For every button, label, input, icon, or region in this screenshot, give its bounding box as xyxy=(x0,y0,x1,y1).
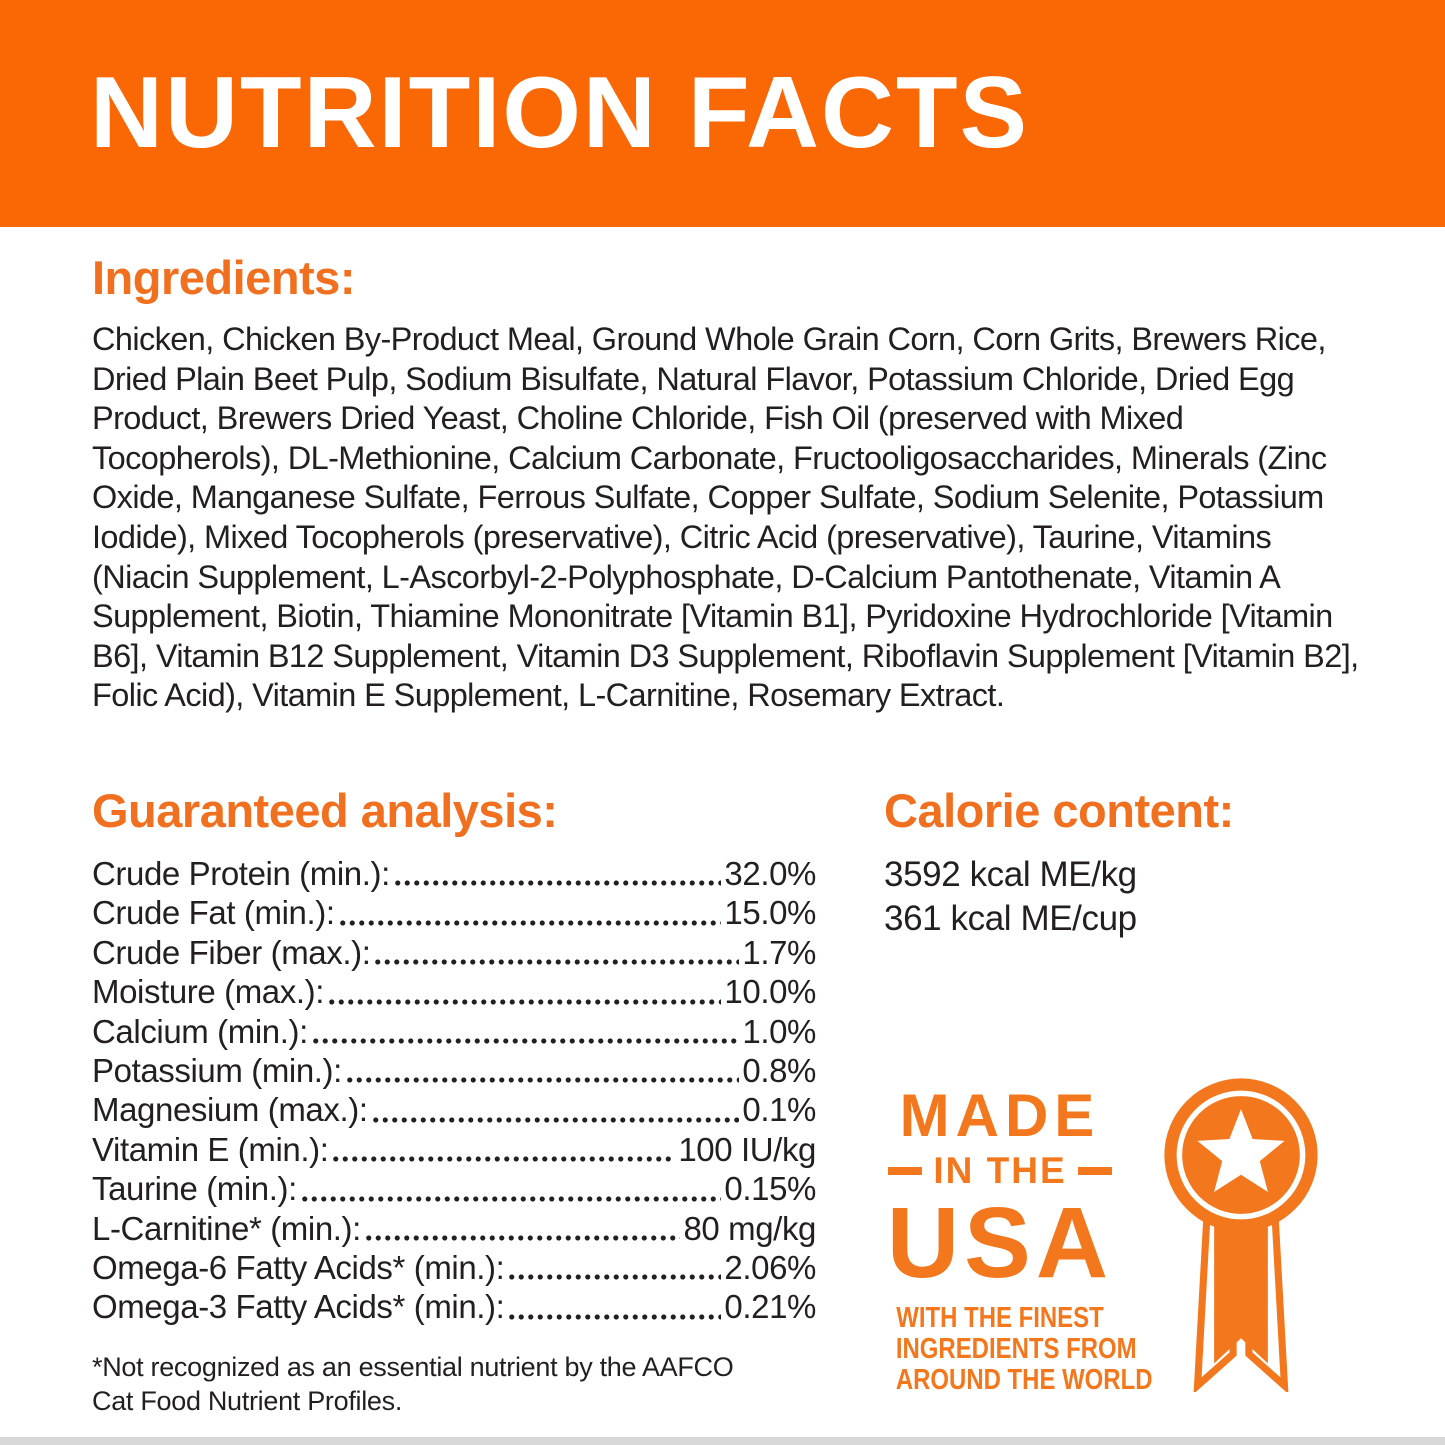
dotted-leader xyxy=(373,958,740,967)
dotted-leader xyxy=(363,1233,681,1242)
analysis-row-label: Crude Fat (min.): xyxy=(92,894,335,932)
analysis-row: Crude Protein (min.): 32.0% xyxy=(92,854,816,893)
guaranteed-analysis-heading: Guaranteed analysis: xyxy=(92,784,558,837)
badge-subcaption: WITH THE FINEST INGREDIENTS FROM AROUND … xyxy=(895,1302,1153,1396)
dotted-leader xyxy=(310,1036,740,1045)
dotted-leader xyxy=(392,879,722,888)
calorie-kcal-per-kg: 3592 kcal ME/kg xyxy=(884,855,1137,894)
page-title: NUTRITION FACTS xyxy=(90,57,1029,169)
analysis-row: Potassium (min.): 0.8% xyxy=(92,1051,816,1090)
calorie-content-values: 3592 kcal ME/kg 361 kcal ME/cup xyxy=(884,853,1137,941)
star-icon xyxy=(1197,1109,1285,1193)
badge-subcaption-line3: AROUND THE WORLD xyxy=(895,1364,1153,1396)
ribbon-center xyxy=(1214,1218,1268,1364)
analysis-row-value: 32.0% xyxy=(724,854,816,892)
analysis-row-value: 1.0% xyxy=(742,1012,816,1050)
badge-subcaption-line2: INGREDIENTS FROM xyxy=(895,1333,1137,1365)
analysis-row: Omega-3 Fatty Acids* (min.): 0.21% xyxy=(92,1287,816,1326)
dotted-leader xyxy=(337,918,722,927)
analysis-row: Vitamin E (min.): 100 IU/kg xyxy=(92,1130,816,1169)
header-banner: NUTRITION FACTS xyxy=(0,0,1445,227)
medal-ribbon-star-icon xyxy=(1164,1078,1318,1392)
badge-inthe-row: IN THE xyxy=(876,1152,1124,1189)
analysis-row-label: Potassium (min.): xyxy=(92,1051,342,1089)
analysis-row-value: 10.0% xyxy=(724,973,816,1011)
analysis-row-label: L-Carnitine* (min.): xyxy=(92,1209,361,1247)
dash-left-icon xyxy=(888,1166,923,1175)
analysis-row-value: 100 IU/kg xyxy=(678,1130,816,1168)
badge-inthe-text: IN THE xyxy=(933,1150,1067,1191)
analysis-row: Calcium (min.): 1.0% xyxy=(92,1012,816,1051)
ingredients-text: Chicken, Chicken By-Product Meal, Ground… xyxy=(92,321,1359,714)
analysis-row: Crude Fiber (max.): 1.7% xyxy=(92,933,816,972)
analysis-row-label: Crude Protein (min.): xyxy=(92,854,390,892)
analysis-row-value: 1.7% xyxy=(742,933,816,971)
analysis-row: Taurine (min.): 0.15% xyxy=(92,1169,816,1208)
dotted-leader xyxy=(344,1076,740,1085)
analysis-row-label: Omega-6 Fatty Acids* (min.): xyxy=(92,1248,505,1286)
dotted-leader xyxy=(370,1115,740,1124)
analysis-row: Omega-6 Fatty Acids* (min.): 2.06% xyxy=(92,1248,816,1287)
dotted-leader xyxy=(507,1273,722,1282)
dash-right-icon xyxy=(1077,1166,1112,1175)
analysis-row: L-Carnitine* (min.): 80 mg/kg xyxy=(92,1209,816,1248)
analysis-row-value: 2.06% xyxy=(724,1248,816,1286)
analysis-row-label: Moisture (max.): xyxy=(92,973,324,1011)
analysis-row: Magnesium (max.): 0.1% xyxy=(92,1090,816,1129)
dotted-leader xyxy=(507,1312,722,1321)
dotted-leader xyxy=(331,1155,676,1164)
aafco-footnote: *Not recognized as an essential nutrient… xyxy=(92,1352,734,1416)
analysis-row-value: 0.8% xyxy=(742,1051,816,1089)
made-in-usa-badge: MADE IN THE USA WITH THE FINEST INGREDIE… xyxy=(876,1082,1153,1396)
analysis-row-value: 80 mg/kg xyxy=(683,1209,816,1247)
calorie-kcal-per-cup: 361 kcal ME/cup xyxy=(884,899,1137,938)
analysis-row-label: Crude Fiber (max.): xyxy=(92,933,371,971)
bottom-gray-bar xyxy=(0,1437,1445,1445)
analysis-row-value: 0.15% xyxy=(724,1170,816,1208)
analysis-row-value: 15.0% xyxy=(724,894,816,932)
analysis-row-value: 0.21% xyxy=(724,1288,816,1326)
analysis-row-label: Magnesium (max.): xyxy=(92,1091,368,1129)
analysis-row-label: Taurine (min.): xyxy=(92,1170,297,1208)
analysis-row-value: 0.1% xyxy=(742,1091,816,1129)
analysis-row-label: Omega-3 Fatty Acids* (min.): xyxy=(92,1288,505,1326)
medal-inner-ring xyxy=(1176,1090,1306,1220)
analysis-row: Crude Fat (min.): 15.0% xyxy=(92,893,816,932)
badge-subcaption-line1: WITH THE FINEST xyxy=(896,1302,1104,1334)
analysis-row: Moisture (max.): 10.0% xyxy=(92,972,816,1011)
ingredients-heading: Ingredients: xyxy=(92,251,355,304)
badge-usa-text: USA xyxy=(886,1187,1114,1299)
dotted-leader xyxy=(326,997,722,1006)
dotted-leader xyxy=(299,1194,722,1203)
guaranteed-analysis-table: Crude Protein (min.): 32.0% Crude Fat (m… xyxy=(92,854,816,1327)
analysis-row-label: Calcium (min.): xyxy=(92,1012,308,1050)
analysis-row-label: Vitamin E (min.): xyxy=(92,1130,329,1168)
calorie-content-heading: Calorie content: xyxy=(884,784,1234,837)
badge-made-text: MADE xyxy=(899,1082,1101,1149)
